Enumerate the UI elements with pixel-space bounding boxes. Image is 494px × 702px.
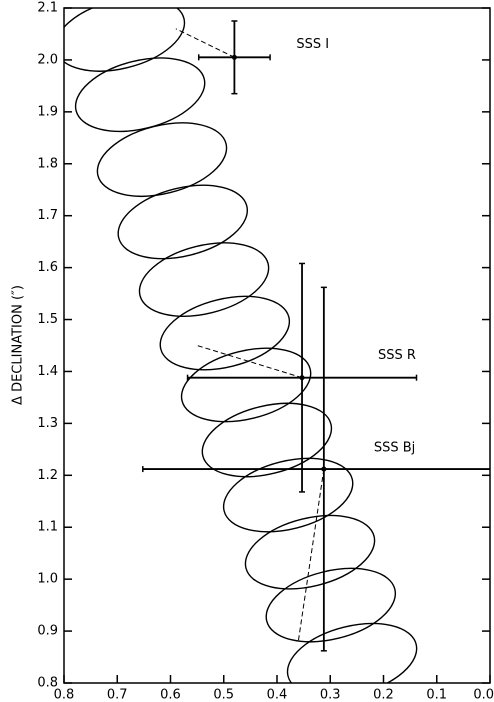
y-tick-label: 1.2 <box>37 468 58 483</box>
y-tick-label: 2.0 <box>37 52 58 67</box>
x-tick-label: 0.6 <box>160 688 181 702</box>
point <box>321 466 327 472</box>
x-tick-label: 0.3 <box>320 688 341 702</box>
x-tick-label: 0.0 <box>473 688 494 702</box>
error-ellipse <box>286 622 418 683</box>
error-ellipse <box>222 457 354 533</box>
error-ellipse <box>201 402 333 478</box>
y-tick-label: 1.9 <box>37 104 58 119</box>
y-tick-label: 1.6 <box>37 260 58 275</box>
x-tick-label: 0.7 <box>107 688 128 702</box>
y-tick-label: 1.0 <box>37 572 58 587</box>
x-tick-label: 0.5 <box>213 688 234 702</box>
point-label: SSS I <box>296 37 329 52</box>
connector <box>175 28 235 58</box>
error-ellipse <box>138 242 270 317</box>
point-label: SSS R <box>378 348 416 363</box>
y-tick-label: 1.7 <box>37 208 58 223</box>
y-axis-label: Δ DECLINATION (″) <box>11 285 26 405</box>
error-ellipse <box>180 347 312 423</box>
y-tick-label: 1.3 <box>37 416 58 431</box>
error-ellipse <box>265 567 397 643</box>
point-label: SSS Bj <box>374 441 415 456</box>
y-tick-label: 1.8 <box>37 156 58 171</box>
error-ellipse <box>244 514 376 590</box>
y-tick-label: 1.4 <box>37 364 58 379</box>
connector <box>297 469 325 642</box>
point <box>299 375 305 381</box>
x-tick-label: 0.1 <box>426 688 447 702</box>
error-ellipse <box>117 184 249 260</box>
error-ellipse <box>96 122 228 197</box>
point <box>231 54 237 60</box>
plot-area <box>64 8 490 683</box>
y-tick-label: 0.9 <box>37 624 58 639</box>
x-tick-label: 0.4 <box>267 688 288 702</box>
y-tick-label: 1.1 <box>37 520 58 535</box>
error-ellipse <box>64 8 186 72</box>
y-tick-label: 2.1 <box>37 1 58 16</box>
plot-frame <box>63 7 491 684</box>
error-ellipse <box>159 295 291 371</box>
connector <box>196 345 303 379</box>
x-tick-label: 0.2 <box>373 688 394 702</box>
x-tick-label: 0.8 <box>54 688 75 702</box>
y-tick-label: 0.8 <box>37 676 58 691</box>
y-tick-label: 1.5 <box>37 312 58 327</box>
error-ellipse <box>74 57 206 133</box>
